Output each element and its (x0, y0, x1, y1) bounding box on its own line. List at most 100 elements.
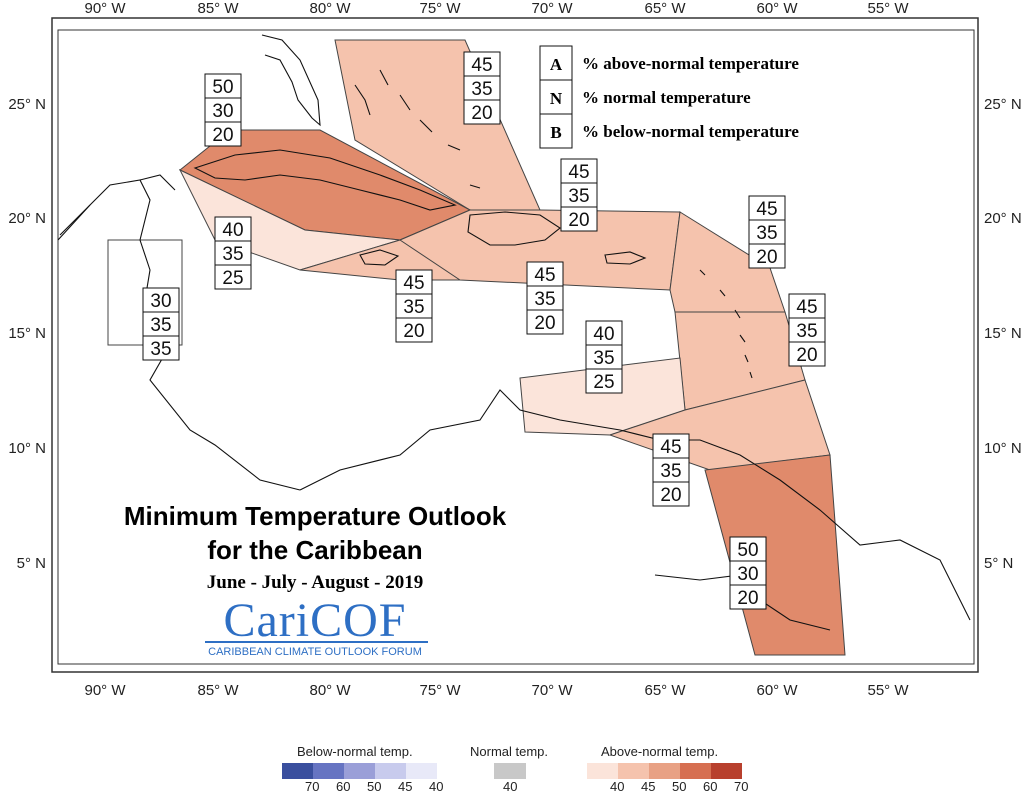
lat-label-left: 25° N (8, 96, 46, 113)
key-letter-box-n (539, 79, 573, 115)
lesser-antilles (699, 269, 753, 379)
prob-cell (395, 317, 433, 343)
prob-cell (463, 99, 501, 125)
lon-label-bottom: 75° W (419, 682, 461, 699)
prob-below: 20 (737, 588, 758, 609)
map-title-line1: Minimum Temperature Outlook (124, 501, 507, 531)
region-belize (107, 239, 183, 346)
prob-below: 20 (660, 485, 681, 506)
colorbar-swatch (587, 763, 618, 779)
prob-cell (585, 320, 623, 346)
prob-normal: 35 (471, 79, 492, 100)
florida-coast (261, 34, 321, 127)
key-text-b: % below-normal temperature (582, 122, 799, 141)
prob-stack-leeward: 45 35 20 (748, 195, 786, 269)
prob-below: 20 (568, 210, 589, 231)
lon-label-bottom: 90° W (84, 682, 126, 699)
colorbar-above-title: Above-normal temp. (601, 744, 719, 759)
prob-below: 20 (471, 103, 492, 124)
key-letter-box-a (539, 45, 573, 81)
prob-cell (788, 341, 826, 367)
prob-above: 40 (222, 220, 243, 241)
prob-stack-turks-caicos: 45 35 20 (560, 158, 598, 232)
south-america-coast (299, 389, 971, 621)
colorbar-swatch (375, 763, 406, 779)
colorbar-label: 40 (429, 779, 444, 794)
lat-label-right: 25° N (984, 96, 1022, 113)
map-subtitle: June - July - August - 2019 (207, 572, 423, 593)
colorbar-swatch (344, 763, 375, 779)
colorbar-label: 40 (610, 779, 625, 794)
longitude-labels-top: 90° W 85° W 80° W 75° W 70° W 65° W 60° W 55° W (84, 0, 909, 17)
prob-cell (560, 158, 598, 184)
hispaniola-island (467, 211, 561, 246)
puerto-rico-island (604, 251, 647, 265)
caricof-logo: CariCOF CARIBBEAN CLIMATE OUTLOOK FORUM (205, 594, 428, 658)
prob-stack-bahamas: 45 35 20 (463, 51, 501, 125)
region-guianas (704, 454, 846, 656)
prob-cell (204, 121, 242, 147)
colorbar-label: 40 (503, 779, 518, 794)
colorbar-label: 50 (367, 779, 382, 794)
colorbar-label: 70 (734, 779, 749, 794)
key-box: A N B % above-normal temperature % norma… (539, 45, 799, 149)
prob-cell (748, 243, 786, 269)
prob-normal: 35 (660, 461, 681, 482)
prob-below: 20 (403, 321, 424, 342)
colorbar-swatch (618, 763, 649, 779)
lat-label-right: 10° N (984, 440, 1022, 457)
prob-normal: 35 (568, 186, 589, 207)
outer-frame (51, 17, 979, 673)
prob-cell (526, 309, 564, 335)
prob-normal: 35 (403, 297, 424, 318)
lon-label-top: 55° W (867, 0, 909, 17)
prob-above: 40 (593, 324, 614, 345)
logo-wordmark: CariCOF (223, 594, 406, 647)
inner-frame (57, 29, 975, 665)
prob-above: 45 (403, 273, 424, 294)
prob-stack-trinidad: 45 35 20 (652, 433, 690, 507)
colorbar-below-title: Below-normal temp. (297, 744, 413, 759)
prob-stack-cayman: 40 35 25 (214, 216, 252, 290)
prob-cell (729, 536, 767, 562)
bahamas-islands (354, 69, 481, 189)
prob-stack-abc-islands: 40 35 25 (585, 320, 623, 394)
lon-label-top: 80° W (309, 0, 351, 17)
colorbar-swatch (680, 763, 711, 779)
colorbar-label: 45 (641, 779, 656, 794)
latitude-labels-right: 25° N 20° N 15° N 10° N 5° N (984, 96, 1022, 572)
key-letter-n: N (550, 89, 563, 108)
colorbar-label: 70 (305, 779, 320, 794)
key-text-a: % above-normal temperature (582, 54, 799, 73)
prob-cell (560, 206, 598, 232)
lat-label-left: 20° N (8, 210, 46, 227)
prob-cell (560, 182, 598, 208)
prob-stack-jamaica: 45 35 20 (395, 269, 433, 343)
prob-cell (652, 433, 690, 459)
lon-label-bottom: 60° W (756, 682, 798, 699)
lon-label-bottom: 70° W (531, 682, 573, 699)
prob-cell (788, 293, 826, 319)
prob-below: 20 (756, 247, 777, 268)
lon-label-bottom: 85° W (197, 682, 239, 699)
prob-cell (463, 51, 501, 77)
coastlines (57, 34, 971, 631)
prob-below: 25 (222, 268, 243, 289)
prob-stack-cuba: 50 30 20 (204, 73, 242, 147)
colorbar-swatch (406, 763, 437, 779)
logo-tagline: CARIBBEAN CLIMATE OUTLOOK FORUM (208, 646, 422, 658)
prob-cell (214, 216, 252, 242)
prob-above: 45 (796, 297, 817, 318)
latitude-labels-left: 25° N 20° N 15° N 10° N 5° N (8, 96, 46, 572)
prob-normal: 35 (150, 315, 171, 336)
prob-below: 35 (150, 339, 171, 360)
lat-label-left: 15° N (8, 325, 46, 342)
prob-cell (788, 317, 826, 343)
lon-label-top: 60° W (756, 0, 798, 17)
prob-normal: 35 (796, 321, 817, 342)
prob-cell (526, 261, 564, 287)
lat-label-right: 15° N (984, 325, 1022, 342)
prob-normal: 35 (534, 289, 555, 310)
prob-cell (214, 264, 252, 290)
colorbar-swatch (313, 763, 344, 779)
